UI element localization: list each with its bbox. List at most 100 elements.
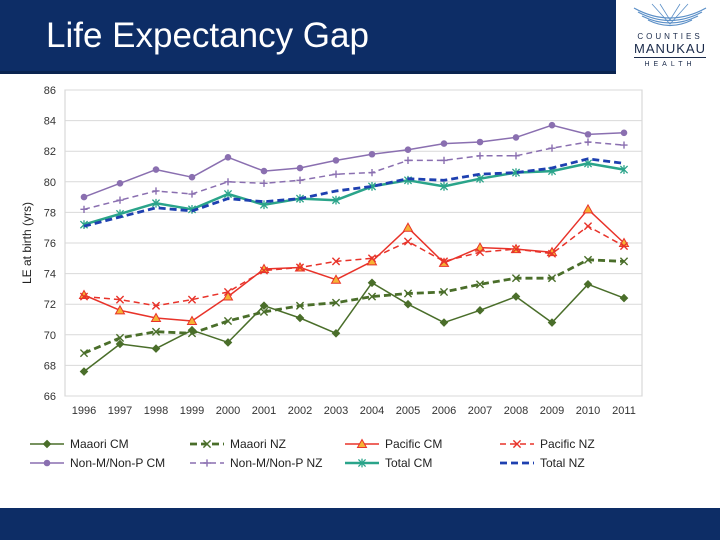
series-pacific-nz xyxy=(79,222,629,310)
y-tick-label: 72 xyxy=(44,299,56,311)
data-point xyxy=(367,278,377,288)
data-point xyxy=(116,180,124,187)
legend-marker xyxy=(42,439,52,449)
x-tick-label: 2008 xyxy=(504,405,528,417)
data-point xyxy=(223,338,233,347)
data-point xyxy=(295,313,305,323)
data-point xyxy=(583,222,593,231)
data-point xyxy=(80,205,88,213)
data-point xyxy=(548,121,556,129)
data-point xyxy=(440,140,448,147)
x-tick-label: 2003 xyxy=(324,405,348,417)
data-point xyxy=(548,144,556,152)
data-point xyxy=(188,190,196,198)
data-point xyxy=(619,241,629,251)
x-tick-label: 2001 xyxy=(252,405,276,417)
x-tick-label: 2010 xyxy=(576,405,600,417)
data-point xyxy=(475,280,485,289)
data-point xyxy=(80,193,88,201)
data-point xyxy=(79,367,89,376)
data-point xyxy=(368,169,376,177)
data-point xyxy=(151,344,161,353)
legend-marker xyxy=(357,458,367,468)
footer-bar xyxy=(0,508,720,540)
data-point xyxy=(583,159,593,168)
data-point xyxy=(188,173,196,181)
x-tick-label: 1998 xyxy=(144,405,168,417)
data-point xyxy=(259,266,269,275)
legend-label: Maaori CM xyxy=(70,437,129,451)
data-point xyxy=(367,254,377,263)
data-point xyxy=(439,318,449,327)
y-tick-label: 84 xyxy=(44,116,56,128)
data-point xyxy=(475,306,485,315)
legend-item: Maaori CM xyxy=(30,437,129,451)
y-tick-label: 68 xyxy=(44,360,56,372)
legend-marker xyxy=(356,438,368,448)
organization-logo: COUNTIES MANUKAU HEALTH xyxy=(622,2,718,74)
data-point xyxy=(403,299,413,309)
data-point xyxy=(511,245,521,254)
y-tick-label: 86 xyxy=(44,85,56,97)
x-tick-label: 2000 xyxy=(216,405,240,417)
legend-marker xyxy=(43,459,51,467)
data-point xyxy=(259,307,269,316)
data-point xyxy=(295,263,305,272)
legend: Maaori CM Maaori NZ Pacific CM Pacific NZ No… xyxy=(30,437,595,470)
data-point xyxy=(331,328,341,338)
y-tick-label: 74 xyxy=(44,269,56,281)
data-point xyxy=(512,152,520,160)
data-point xyxy=(440,156,448,164)
data-point xyxy=(152,187,160,195)
data-point xyxy=(619,293,629,303)
data-point xyxy=(583,280,593,289)
data-point xyxy=(223,287,233,297)
data-point xyxy=(259,301,269,311)
y-tick-label: 66 xyxy=(44,391,56,403)
data-point xyxy=(224,178,232,186)
data-point xyxy=(619,257,629,266)
data-point xyxy=(368,150,376,158)
data-point xyxy=(511,292,521,301)
data-point xyxy=(260,179,268,187)
data-point xyxy=(403,237,413,246)
series-line xyxy=(83,124,625,198)
data-point xyxy=(404,146,412,153)
series-non-m-non-p-cm xyxy=(80,121,628,201)
x-tick-label: 2007 xyxy=(468,405,492,417)
legend-item: Total CM xyxy=(345,456,432,470)
data-point xyxy=(584,131,592,138)
legend-item: Pacific NZ xyxy=(500,437,595,451)
legend-label: Non-M/Non-P CM xyxy=(70,456,165,470)
x-tick-label: 1997 xyxy=(108,405,132,417)
data-point xyxy=(620,141,628,149)
data-point xyxy=(402,222,414,232)
legend-item: Maaori NZ xyxy=(190,437,286,451)
y-tick-label: 70 xyxy=(44,330,56,342)
series-line xyxy=(83,157,625,228)
x-tick-label: 1996 xyxy=(72,405,96,417)
data-point xyxy=(619,165,629,174)
legend-marker xyxy=(202,439,212,449)
logo-rule xyxy=(634,57,706,58)
series-total-nz xyxy=(83,157,625,228)
data-point xyxy=(187,329,197,338)
legend-item: Pacific CM xyxy=(345,437,442,451)
series-line xyxy=(83,141,625,211)
series-line xyxy=(83,208,625,322)
legend-item: Non-M/Non-P NZ xyxy=(190,456,322,470)
data-point xyxy=(332,170,340,178)
legend-item: Total NZ xyxy=(500,456,585,470)
data-point xyxy=(547,274,557,283)
data-point xyxy=(439,181,449,191)
legend-label: Total CM xyxy=(385,456,432,470)
data-point xyxy=(511,168,521,178)
data-point xyxy=(295,301,305,310)
legend-label: Pacific NZ xyxy=(540,437,595,451)
data-point xyxy=(222,291,234,301)
data-point xyxy=(476,138,484,146)
life-expectancy-chart: 66 68 70 72 74 76 78 80 82 84 86 1996 1997 1998 1999 20… xyxy=(20,85,643,470)
wave-logo-icon xyxy=(633,3,707,27)
legend-item: Non-M/Non-P CM xyxy=(30,456,165,470)
data-point xyxy=(439,287,449,297)
